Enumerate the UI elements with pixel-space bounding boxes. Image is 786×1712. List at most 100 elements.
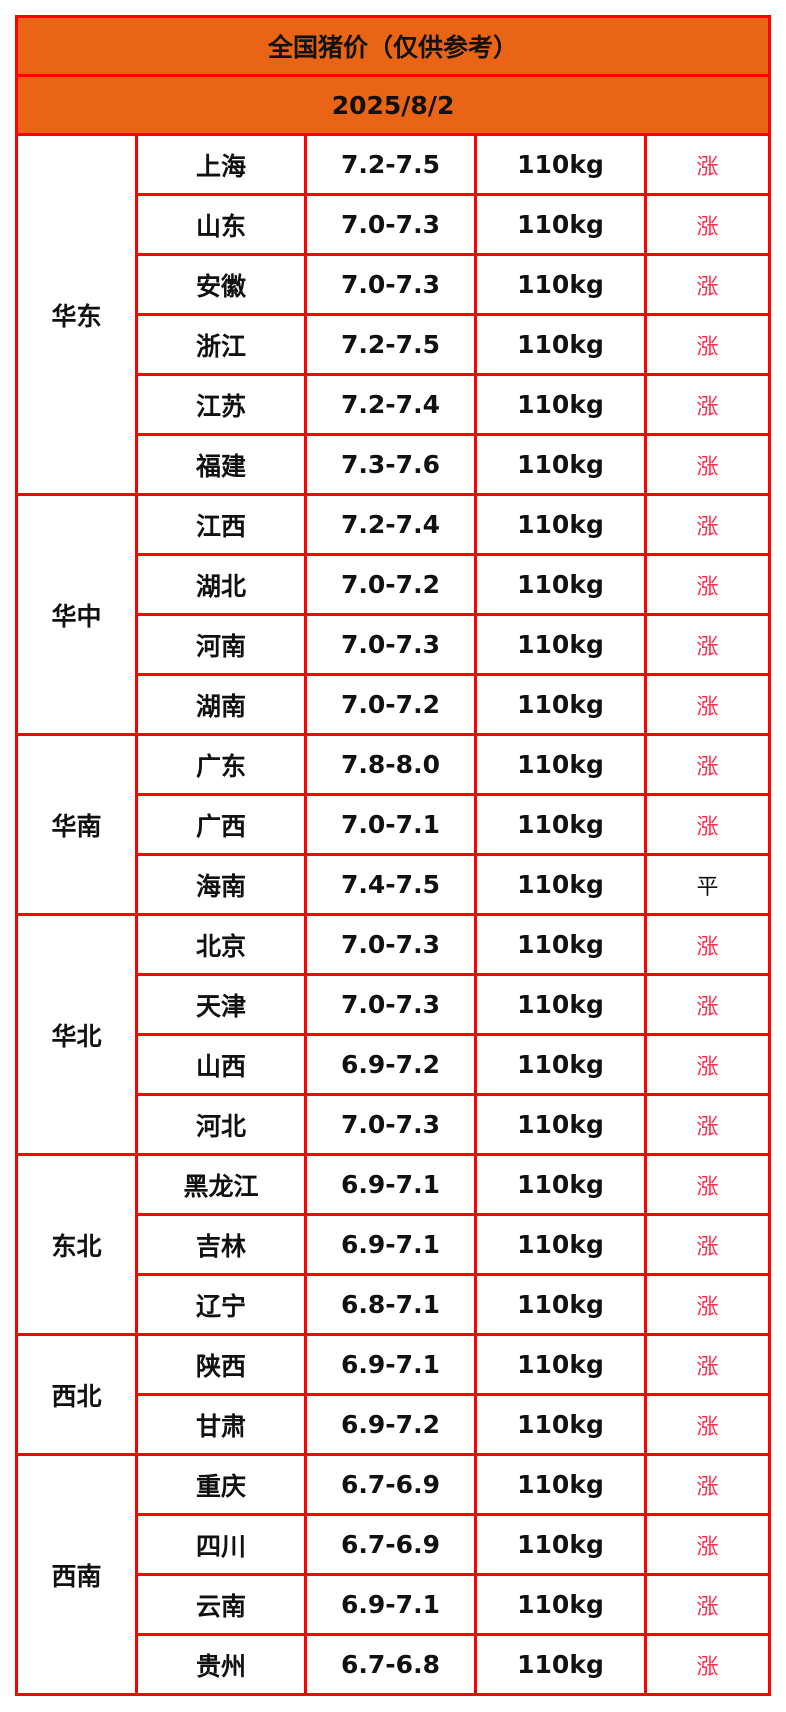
trend-cell: 涨 (643, 733, 772, 796)
trend-cell: 涨 (643, 1633, 772, 1696)
price-cell: 6.9-7.2 (304, 1033, 477, 1096)
trend-cell: 涨 (643, 1393, 772, 1456)
weight-cell: 110kg (474, 553, 647, 616)
weight-cell: 110kg (474, 1573, 647, 1636)
weight-cell: 110kg (474, 1513, 647, 1576)
price-cell: 7.2-7.4 (304, 373, 477, 436)
table-row: 吉林 6.9-7.1 110kg 涨 (17, 1213, 772, 1276)
weight-cell: 110kg (474, 1213, 647, 1276)
table-row: 浙江 7.2-7.5 110kg 涨 (17, 313, 772, 376)
price-cell: 7.0-7.3 (304, 253, 477, 316)
trend-cell: 涨 (643, 1093, 772, 1156)
province-cell: 北京 (135, 913, 307, 976)
price-cell: 7.0-7.1 (304, 793, 477, 856)
trend-cell: 涨 (643, 493, 772, 556)
trend-cell: 涨 (643, 1453, 772, 1516)
price-cell: 7.2-7.5 (304, 313, 477, 376)
trend-cell: 平 (643, 853, 772, 916)
price-cell: 7.3-7.6 (304, 433, 477, 496)
trend-cell: 涨 (643, 193, 772, 256)
weight-cell: 110kg (474, 193, 647, 256)
price-cell: 7.8-8.0 (304, 733, 477, 796)
weight-cell: 110kg (474, 1153, 647, 1216)
table-row: 山西 6.9-7.2 110kg 涨 (17, 1033, 772, 1096)
province-cell: 海南 (135, 853, 307, 916)
price-cell: 7.2-7.4 (304, 493, 477, 556)
table-row: 广西 7.0-7.1 110kg 涨 (17, 793, 772, 856)
price-cell: 6.9-7.1 (304, 1333, 477, 1396)
trend-cell: 涨 (643, 373, 772, 436)
trend-cell: 涨 (643, 613, 772, 676)
price-cell: 6.7-6.9 (304, 1453, 477, 1516)
trend-cell: 涨 (643, 1273, 772, 1336)
province-cell: 河北 (135, 1093, 307, 1156)
region-cell: 东北 (15, 1153, 138, 1336)
price-cell: 7.0-7.3 (304, 193, 477, 256)
price-cell: 7.0-7.3 (304, 1093, 477, 1156)
province-cell: 浙江 (135, 313, 307, 376)
table-row: 华北 北京 7.0-7.3 110kg 涨 (15, 913, 772, 1156)
weight-cell: 110kg (474, 373, 647, 436)
table-date: 2025/8/2 (14, 74, 772, 136)
table-row: 海南 7.4-7.5 110kg 平 (17, 853, 772, 916)
weight-cell: 110kg (474, 1273, 647, 1336)
province-cell: 上海 (135, 133, 307, 196)
price-cell: 6.8-7.1 (304, 1273, 477, 1336)
trend-cell: 涨 (643, 973, 772, 1036)
weight-cell: 110kg (474, 1033, 647, 1096)
province-cell: 广东 (135, 733, 307, 796)
table-row: 湖南 7.0-7.2 110kg 涨 (17, 673, 772, 736)
table-row: 天津 7.0-7.3 110kg 涨 (17, 973, 772, 1036)
province-cell: 广西 (135, 793, 307, 856)
price-cell: 7.4-7.5 (304, 853, 477, 916)
table-row: 西北 陕西 6.9-7.1 110kg 涨 (15, 1333, 772, 1456)
region-cell: 华北 (15, 913, 138, 1156)
price-cell: 6.9-7.1 (304, 1573, 477, 1636)
price-cell: 7.0-7.2 (304, 553, 477, 616)
province-cell: 湖北 (135, 553, 307, 616)
weight-cell: 110kg (474, 1093, 647, 1156)
table-row: 西南 重庆 6.7-6.9 110kg 涨 (15, 1453, 772, 1696)
weight-cell: 110kg (474, 1393, 647, 1456)
trend-cell: 涨 (643, 1333, 772, 1396)
table-row: 湖北 7.0-7.2 110kg 涨 (17, 553, 772, 616)
table-row: 云南 6.9-7.1 110kg 涨 (17, 1573, 772, 1636)
trend-cell: 涨 (643, 553, 772, 616)
price-cell: 7.0-7.3 (304, 913, 477, 976)
province-cell: 甘肃 (135, 1393, 307, 1456)
trend-cell: 涨 (643, 1213, 772, 1276)
province-cell: 江西 (135, 493, 307, 556)
table-row: 华东 上海 7.2-7.5 110kg 涨 (15, 133, 772, 496)
province-cell: 辽宁 (135, 1273, 307, 1336)
province-cell: 天津 (135, 973, 307, 1036)
region-cell: 华东 (15, 133, 138, 496)
weight-cell: 110kg (474, 1633, 647, 1696)
table-title: 全国猪价（仅供参考） (14, 15, 772, 77)
price-cell: 7.2-7.5 (304, 133, 477, 196)
table-row: 江苏 7.2-7.4 110kg 涨 (17, 373, 772, 436)
table-row: 福建 7.3-7.6 110kg 涨 (17, 433, 772, 496)
weight-cell: 110kg (474, 313, 647, 376)
price-cell: 6.9-7.1 (304, 1153, 477, 1216)
trend-cell: 涨 (643, 913, 772, 976)
province-cell: 湖南 (135, 673, 307, 736)
table-row: 四川 6.7-6.9 110kg 涨 (17, 1513, 772, 1576)
table-row: 辽宁 6.8-7.1 110kg 涨 (17, 1273, 772, 1336)
table-row: 河北 7.0-7.3 110kg 涨 (17, 1093, 772, 1156)
weight-cell: 110kg (474, 253, 647, 316)
trend-cell: 涨 (643, 1513, 772, 1576)
pig-price-table: 全国猪价（仅供参考） 2025/8/2 华东 上海 7.2-7.5 110kg 涨山东 7… (14, 15, 772, 1696)
region-cell: 华中 (15, 493, 138, 736)
price-cell: 7.0-7.3 (304, 973, 477, 1036)
weight-cell: 110kg (474, 853, 647, 916)
table-row: 山东 7.0-7.3 110kg 涨 (17, 193, 772, 256)
region-cell: 西南 (15, 1453, 138, 1696)
weight-cell: 110kg (474, 493, 647, 556)
province-cell: 吉林 (135, 1213, 307, 1276)
price-cell: 6.9-7.2 (304, 1393, 477, 1456)
region-cell: 华南 (15, 733, 138, 916)
table-row: 东北 黑龙江 6.9-7.1 110kg 涨 (15, 1153, 772, 1336)
weight-cell: 110kg (474, 1453, 647, 1516)
province-cell: 河南 (135, 613, 307, 676)
trend-cell: 涨 (643, 433, 772, 496)
